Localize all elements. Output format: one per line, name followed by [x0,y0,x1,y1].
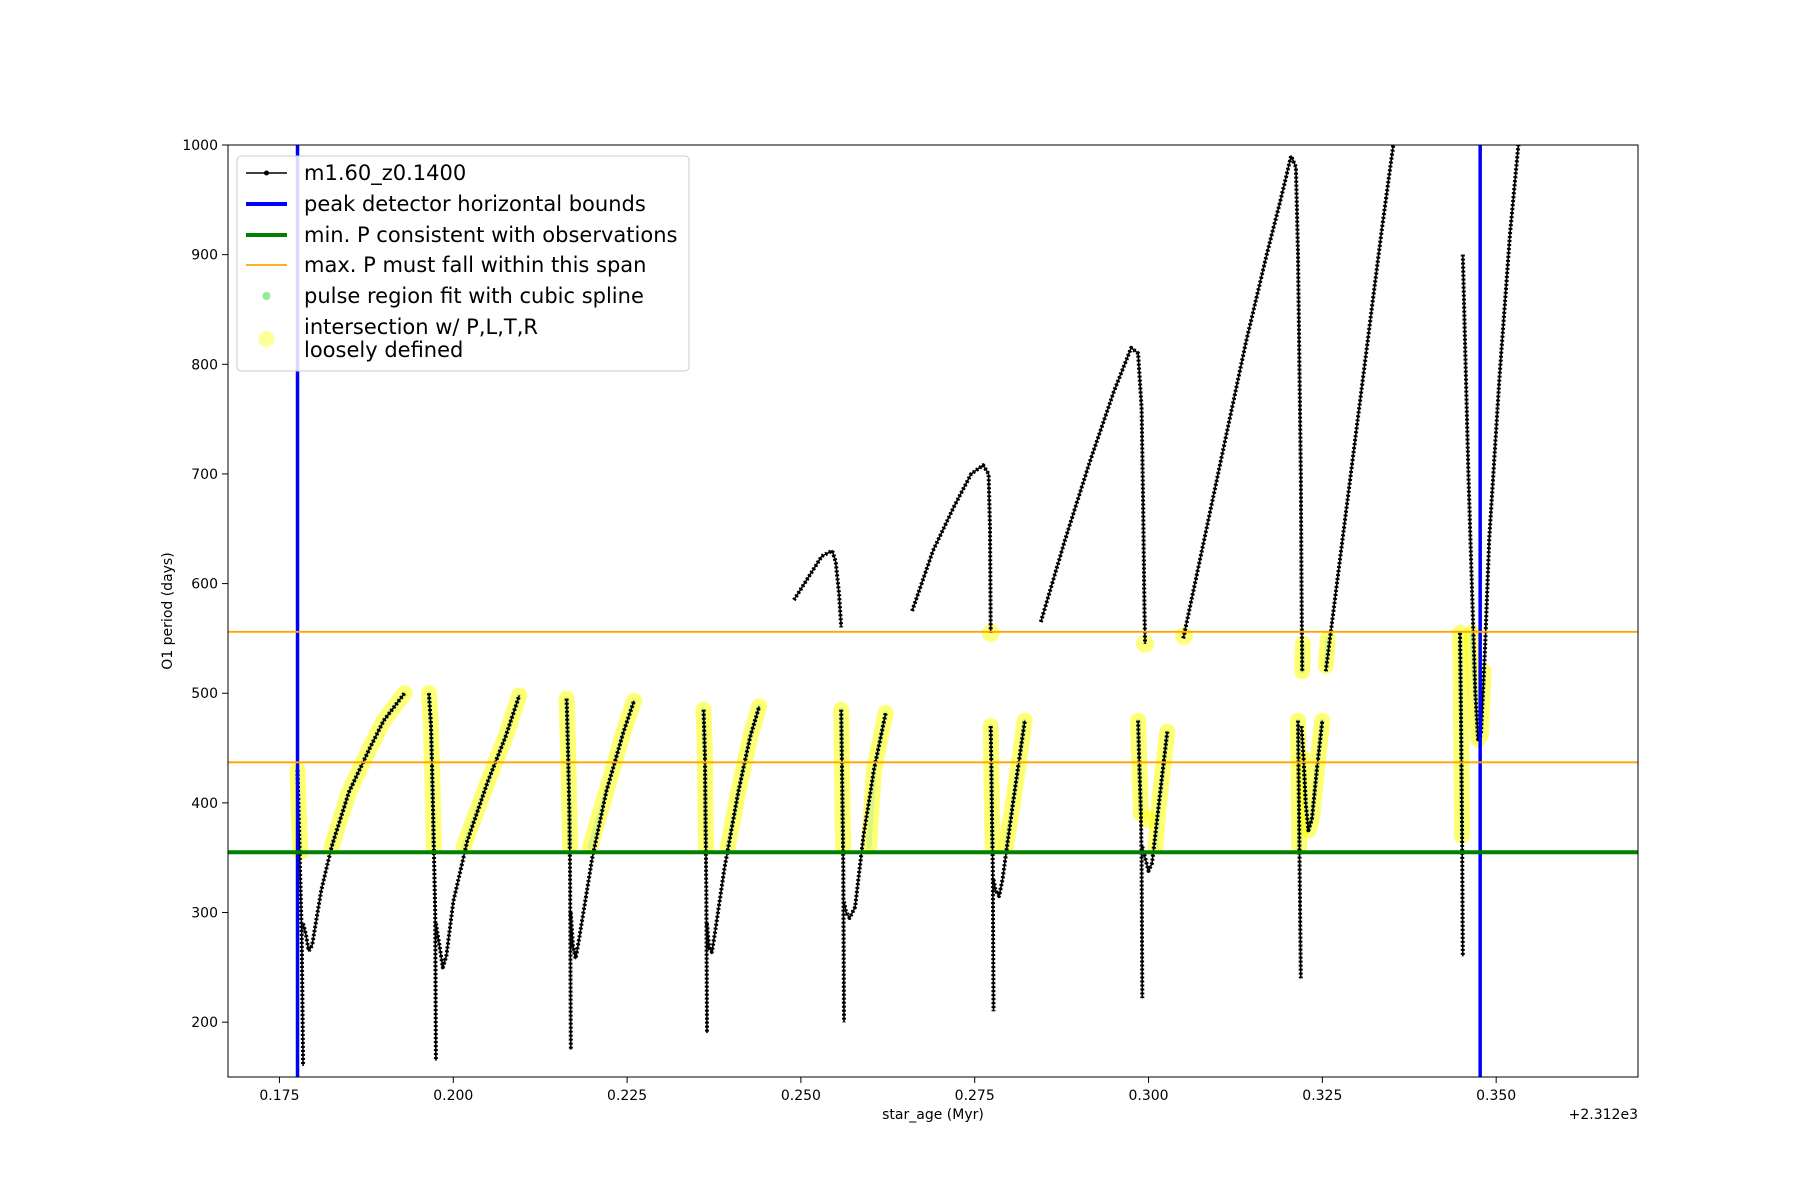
legend-label: intersection w/ P,L,T,R [304,315,538,339]
x-tick-label: 0.225 [607,1088,647,1104]
legend-entry: m1.60_z0.1400 [246,161,466,186]
legend-label: m1.60_z0.1400 [304,161,466,186]
x-tick-label: 0.175 [259,1088,299,1104]
track-line [840,709,845,1023]
plot-frame [227,144,1639,1078]
track-line [1297,720,1302,979]
x-tick-label: 0.200 [433,1088,473,1104]
y-tick-label: 600 [191,577,218,593]
track-line [428,693,437,1061]
intersection-point [981,623,1000,642]
track-line [911,464,992,633]
y-tick-label: 200 [191,1015,218,1031]
track-line [992,720,1026,897]
track-line [302,692,406,952]
x-tick-label: 0.300 [1128,1088,1168,1104]
y-tick-label: 900 [191,248,218,264]
track-line [1137,720,1144,999]
track-line [989,726,995,1012]
track-line [702,709,708,1034]
legend-handle-dot [258,331,275,347]
x-tick-label: 0.325 [1302,1088,1342,1104]
track-line [1325,145,1395,672]
track-line [1300,720,1324,832]
legend-entry: min. P consistent with observations [246,223,677,247]
track-line [570,700,635,960]
x-tick-label: 0.250 [781,1088,821,1104]
legend-box [236,155,690,372]
y-tick-label: 800 [191,357,218,373]
legend-entry: pulse region fit with cubic spline [262,284,644,308]
y-tick-label: 1000 [182,138,218,154]
x-axis-offset-label: +2.312e3 [1569,1107,1638,1123]
x-axis-label: star_age (Myr) [882,1107,984,1123]
y-tick-label: 400 [191,796,218,812]
y-axis-label: O1 period (days) [160,552,176,669]
legend-entry: max. P must fall within this span [246,253,646,277]
y-axis-ticks: 200 300 400 500 600 700 800 900 1000 [182,138,228,1031]
track-line [793,549,842,628]
stellar-track-layer [295,145,1521,1067]
legend-handle-marker [264,170,269,176]
legend-entry: peak detector horizontal bounds [246,192,646,216]
track-line [1182,155,1303,672]
y-tick-label: 500 [191,686,218,702]
legend-label: min. P consistent with observations [304,223,677,247]
y-tick-label: 700 [191,467,218,483]
y-tick-label: 300 [191,906,218,922]
track-line [1040,346,1146,644]
x-axis-ticks: 0.175 0.200 0.225 0.250 0.275 0.300 0.325 0.350 [259,1077,1516,1104]
track-line [1141,731,1169,872]
legend-label: loosely defined [304,338,463,362]
track-line [843,712,887,919]
legend-handle-dot [262,292,271,300]
track-line [1459,632,1464,957]
track-line [706,706,760,953]
track-line [565,698,572,1050]
legend-label: pulse region fit with cubic spline [304,284,644,308]
legend-label: max. P must fall within this span [304,253,646,277]
x-tick-label: 0.275 [955,1088,995,1104]
track-line [435,695,521,969]
x-tick-label: 0.350 [1476,1088,1516,1104]
legend-label: peak detector horizontal bounds [304,192,646,216]
